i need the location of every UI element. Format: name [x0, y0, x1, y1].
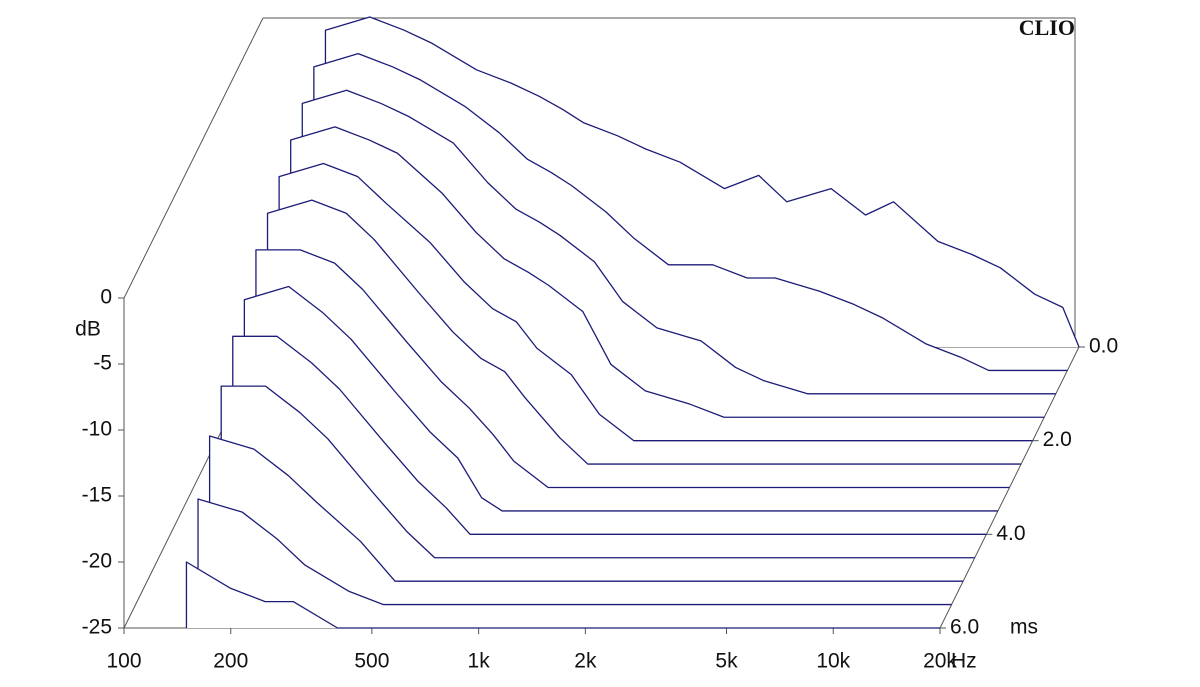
x-tick-label: 100 [106, 650, 141, 673]
z-tick-label: 0.0 [1089, 335, 1118, 358]
y-tick-label: -10 [82, 418, 112, 441]
x-tick-label: 5k [715, 650, 738, 673]
x-tick-label: 10k [816, 650, 850, 673]
z-tick-label: 4.0 [996, 522, 1025, 545]
z-tick-label: 6.0 [950, 616, 979, 639]
slice [185, 561, 940, 629]
slice [243, 285, 998, 512]
y-tick-label: -5 [93, 352, 112, 375]
x-tick-label: 20k [923, 650, 957, 673]
slice [255, 249, 1010, 489]
z-tick-label: 2.0 [1043, 428, 1072, 451]
y-axis-label: dB [75, 318, 101, 341]
brand: CLIO [1019, 15, 1075, 40]
y-tick-label: -25 [82, 616, 112, 639]
x-tick-label: 1k [468, 650, 491, 673]
x-unit: Hz [951, 650, 977, 673]
z-unit: ms [1010, 616, 1038, 639]
box-edge [123, 17, 264, 299]
y-tick-label: -20 [82, 550, 112, 573]
slice [232, 335, 987, 535]
x-tick-label: 500 [354, 650, 389, 673]
y-tick-label: -15 [82, 484, 112, 507]
y-tick-label: 0 [100, 286, 112, 309]
x-tick-label: 200 [213, 650, 248, 673]
x-tick-label: 2k [574, 650, 597, 673]
slice [197, 498, 952, 606]
